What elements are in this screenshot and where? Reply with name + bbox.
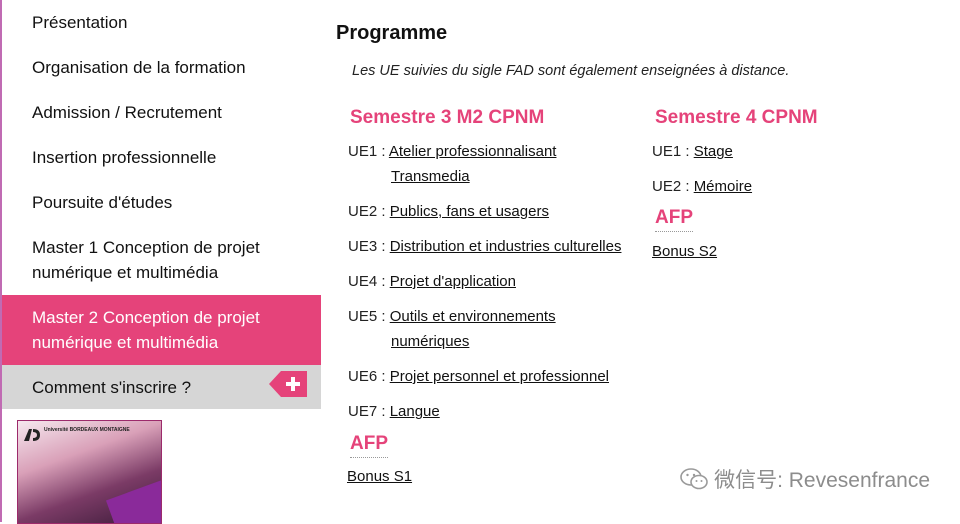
sidebar-left-rule: [0, 0, 2, 522]
main-content: Programme Les UE suivies du sigle FAD so…: [321, 0, 960, 522]
ue-code: UE7 :: [348, 403, 386, 420]
sidebar-item-label: Insertion professionnelle: [32, 148, 217, 167]
ue-code: UE2 :: [348, 203, 386, 220]
sidebar-item-label: Admission / Recrutement: [32, 103, 222, 122]
ue-code: UE3 :: [348, 238, 386, 255]
ue-link[interactable]: Projet personnel et professionnel: [389, 368, 609, 385]
wechat-watermark: 微信号: Revesenfrance: [680, 464, 930, 494]
sidebar-item-organisation[interactable]: Organisation de la formation: [2, 55, 321, 80]
ue-item: UE1 : Atelier professionnalisant: [348, 139, 556, 164]
sidebar: Présentation Organisation de la formatio…: [0, 0, 321, 524]
ue-item: UE6 : Projet personnel et professionnel: [348, 364, 609, 389]
sidebar-item-presentation[interactable]: Présentation: [2, 10, 321, 35]
page-title: Programme: [336, 22, 448, 44]
ue-item: UE4 : Projet d'application: [348, 269, 516, 294]
ue-code: UE5 :: [348, 308, 386, 325]
promo-thumbnail[interactable]: Université BORDEAUX MONTAIGNE: [17, 420, 162, 524]
watermark-text: 微信号: Revesenfrance: [714, 469, 930, 492]
ue-code: UE1 :: [652, 143, 690, 160]
ue-link[interactable]: Transmedia: [391, 168, 470, 185]
sidebar-item-admission[interactable]: Admission / Recrutement: [2, 100, 321, 125]
sidebar-item-label: Présentation: [32, 13, 128, 32]
afp-heading-s3: AFP: [350, 433, 388, 458]
ue-item: UE2 : Mémoire: [652, 174, 752, 199]
ue-item: UE3 : Distribution et industries culture…: [348, 234, 621, 259]
sidebar-item-poursuite[interactable]: Poursuite d'études: [2, 190, 321, 215]
sidebar-item-label: Master 2 Conception de projet numérique …: [32, 308, 260, 352]
ue-code: UE6 :: [348, 368, 386, 385]
afp-heading-s4: AFP: [655, 207, 693, 232]
wechat-icon: [680, 468, 708, 490]
semester3-title: Semestre 3 M2 CPNM: [350, 107, 545, 128]
fad-note: Les UE suivies du sigle FAD sont égaleme…: [352, 63, 790, 79]
sidebar-item-label: Organisation de la formation: [32, 58, 246, 77]
ue-link[interactable]: Distribution et industries culturelles: [389, 238, 622, 255]
ue-item: UE5 : Outils et environnements: [348, 304, 556, 329]
ue-link[interactable]: Outils et environnements: [389, 308, 556, 325]
university-logo-icon: [24, 429, 40, 441]
sidebar-item-insertion[interactable]: Insertion professionnelle: [2, 145, 321, 170]
bonus-s2-link[interactable]: Bonus S2: [652, 243, 718, 260]
ue-link[interactable]: Langue: [389, 403, 440, 420]
ue-code: UE2 :: [652, 178, 690, 195]
ue-link[interactable]: Atelier professionnalisant: [388, 143, 557, 160]
ue-link[interactable]: Publics, fans et usagers: [389, 203, 549, 220]
ue-item-continued: Transmedia: [391, 164, 470, 189]
ue-item: UE1 : Stage: [652, 139, 733, 164]
expand-plus-icon[interactable]: [269, 371, 307, 397]
sidebar-item-label: Poursuite d'études: [32, 193, 173, 212]
ue-link[interactable]: numériques: [391, 333, 470, 350]
ue-code: UE1 :: [348, 143, 386, 160]
sidebar-item-label: Master 1 Conception de projet numérique …: [32, 238, 260, 282]
ue-link[interactable]: Projet d'application: [389, 273, 516, 290]
sidebar-item-label: Comment s'inscrire ?: [32, 378, 192, 397]
semester4-title: Semestre 4 CPNM: [655, 107, 818, 128]
sidebar-item-master1[interactable]: Master 1 Conception de projet numérique …: [2, 235, 321, 285]
university-logo-text: Université BORDEAUX MONTAIGNE: [44, 427, 130, 433]
sidebar-item-master2[interactable]: Master 2 Conception de projet numérique …: [2, 295, 321, 365]
bonus-s1-link[interactable]: Bonus S1: [347, 468, 413, 485]
sidebar-item-inscription[interactable]: Comment s'inscrire ?: [2, 365, 321, 409]
ue-item: UE2 : Publics, fans et usagers: [348, 199, 549, 224]
ue-item: UE7 : Langue: [348, 399, 440, 424]
decorative-stripe: [105, 479, 161, 523]
ue-link[interactable]: Mémoire: [693, 178, 753, 195]
ue-link[interactable]: Stage: [693, 143, 733, 160]
ue-code: UE4 :: [348, 273, 386, 290]
ue-item-continued: numériques: [391, 329, 469, 354]
